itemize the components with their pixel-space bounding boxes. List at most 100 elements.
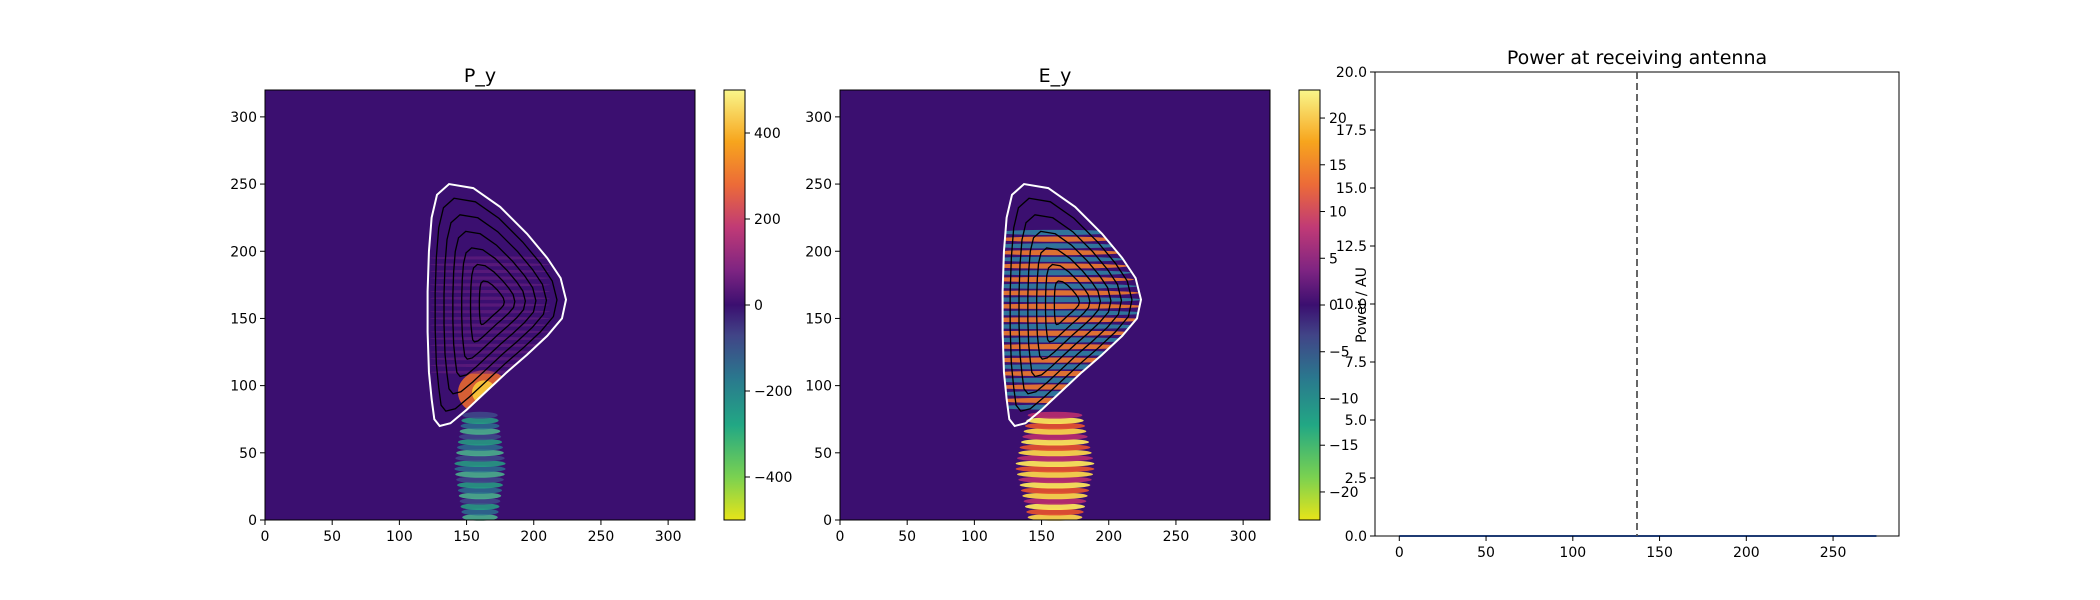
beam-stripe — [454, 460, 506, 467]
beam-stripe — [1018, 476, 1092, 484]
flux-surface — [452, 230, 537, 378]
flux-surface — [1027, 230, 1112, 378]
field-stripe — [430, 303, 550, 307]
field-stripe — [1002, 270, 1132, 276]
field-stripe — [430, 269, 550, 274]
y-tick-label: 250 — [230, 177, 257, 193]
x-tick-label: 50 — [898, 529, 916, 545]
panel-ey-flux-contours — [1001, 182, 1143, 428]
beam-stripe — [457, 444, 503, 451]
field-stripe — [430, 276, 550, 280]
flux-surface — [461, 247, 527, 360]
x-tick-label: 100 — [386, 529, 413, 545]
y-tick-label: 150 — [805, 311, 832, 327]
y-tick-label: 200 — [230, 244, 257, 260]
y-tick-label: 0.0 — [1345, 529, 1367, 545]
panel-ey-frame — [839, 89, 1271, 521]
beam-stripe — [1023, 497, 1087, 505]
x-tick-label: 200 — [1733, 545, 1760, 561]
colorbar-tick-label: −200 — [754, 384, 792, 400]
y-tick-label: 200 — [805, 244, 832, 260]
y-tick-label: 17.5 — [1336, 123, 1367, 139]
beam-stripe — [1017, 454, 1093, 462]
y-tick-label: 100 — [805, 379, 832, 395]
panel-ey-title: E_y — [1039, 65, 1072, 87]
beam-stripe — [460, 422, 500, 430]
colorbar-tick-label: 400 — [754, 126, 781, 142]
y-tick-label: 300 — [230, 110, 257, 126]
beam-stripe — [1027, 513, 1083, 521]
y-tick-label: 0 — [823, 513, 832, 529]
field-stripe — [1002, 263, 1129, 269]
flux-surface — [1009, 197, 1133, 412]
panel-py-x-axis: 0 50 100 150 200 250 300 — [261, 520, 682, 545]
beam-stripe — [1015, 465, 1095, 473]
panel-py-colorbar-gradient — [724, 90, 745, 520]
x-tick-label: 300 — [655, 529, 682, 545]
y-tick-label: 300 — [805, 110, 832, 126]
beam-stripe — [461, 417, 499, 424]
field-stripe — [1002, 229, 1115, 236]
beam-stripe — [1027, 411, 1083, 419]
beam-stripe — [457, 438, 503, 446]
field-stripe — [430, 289, 550, 294]
colorbar-tick-label: −15 — [1329, 438, 1359, 454]
x-tick-label: 100 — [961, 529, 988, 545]
field-stripe — [430, 323, 550, 327]
flux-surface — [434, 197, 558, 412]
colorbar-tick-label: 5 — [1329, 251, 1338, 267]
y-tick-label: 50 — [239, 446, 257, 462]
field-stripe — [1002, 249, 1124, 256]
y-tick-label: 2.5 — [1345, 471, 1367, 487]
x-tick-label: 0 — [261, 529, 270, 545]
beam-stripe — [458, 492, 502, 500]
x-tick-label: 250 — [588, 529, 615, 545]
beam-stripe — [1019, 444, 1091, 451]
x-tick-label: 150 — [1028, 529, 1055, 545]
beam-stripe — [1022, 433, 1088, 441]
y-tick-label: 20.0 — [1336, 65, 1367, 81]
beam-stripe — [462, 513, 498, 521]
plasma-boundary — [426, 182, 568, 428]
panel-py-flux-contours — [426, 182, 568, 428]
panel-ey-colorbar: −20 −15 −10 −5 0 5 10 15 20 Power / AU — [1298, 89, 1370, 521]
beam-stripe — [460, 503, 500, 510]
colorbar-tick-label: −20 — [1329, 485, 1359, 501]
beam-stripe — [1021, 487, 1089, 494]
panel-py-colorbar-ticks: −400 −200 0 200 400 — [745, 126, 792, 486]
field-stripe — [1002, 236, 1118, 242]
flux-surface — [1053, 280, 1080, 326]
y-tick-label: 12.5 — [1336, 239, 1367, 255]
field-stripe — [1002, 256, 1126, 262]
flux-surface — [1018, 214, 1123, 395]
beam-stripe — [1015, 460, 1095, 467]
field-stripe — [430, 343, 550, 347]
x-tick-label: 150 — [453, 529, 480, 545]
y-tick-label: 10.0 — [1336, 297, 1367, 313]
colorbar-tick-label: −10 — [1329, 391, 1359, 407]
beam-stripe — [456, 476, 504, 484]
x-tick-label: 150 — [1646, 545, 1673, 561]
colorbar-tick-label: 10 — [1329, 205, 1347, 221]
beam-stripe — [458, 433, 502, 441]
beam-stripe — [1026, 417, 1084, 424]
beam-stripe — [1018, 449, 1092, 457]
beam-stripe — [1019, 481, 1091, 489]
x-tick-label: 0 — [1395, 545, 1404, 561]
beam-stripe — [459, 427, 501, 435]
panel-py-plot — [264, 89, 696, 521]
beam-stripe — [457, 487, 503, 494]
x-tick-label: 50 — [323, 529, 341, 545]
beam-stripe — [455, 454, 505, 462]
flux-surface — [478, 280, 505, 326]
x-tick-label: 200 — [520, 529, 547, 545]
panel-py-y-axis: 0 50 100 150 200 250 300 — [230, 110, 265, 529]
field-stripe — [1002, 350, 1136, 356]
field-stripe — [430, 263, 550, 267]
panel-ey-x-axis: 0 50 100 150 200 250 300 — [836, 520, 1257, 545]
beam-stripe — [455, 470, 505, 478]
x-tick-label: 300 — [1230, 529, 1257, 545]
flux-surface — [443, 214, 548, 395]
panel-ey-y-axis: 0 50 100 150 200 250 300 — [805, 110, 840, 529]
